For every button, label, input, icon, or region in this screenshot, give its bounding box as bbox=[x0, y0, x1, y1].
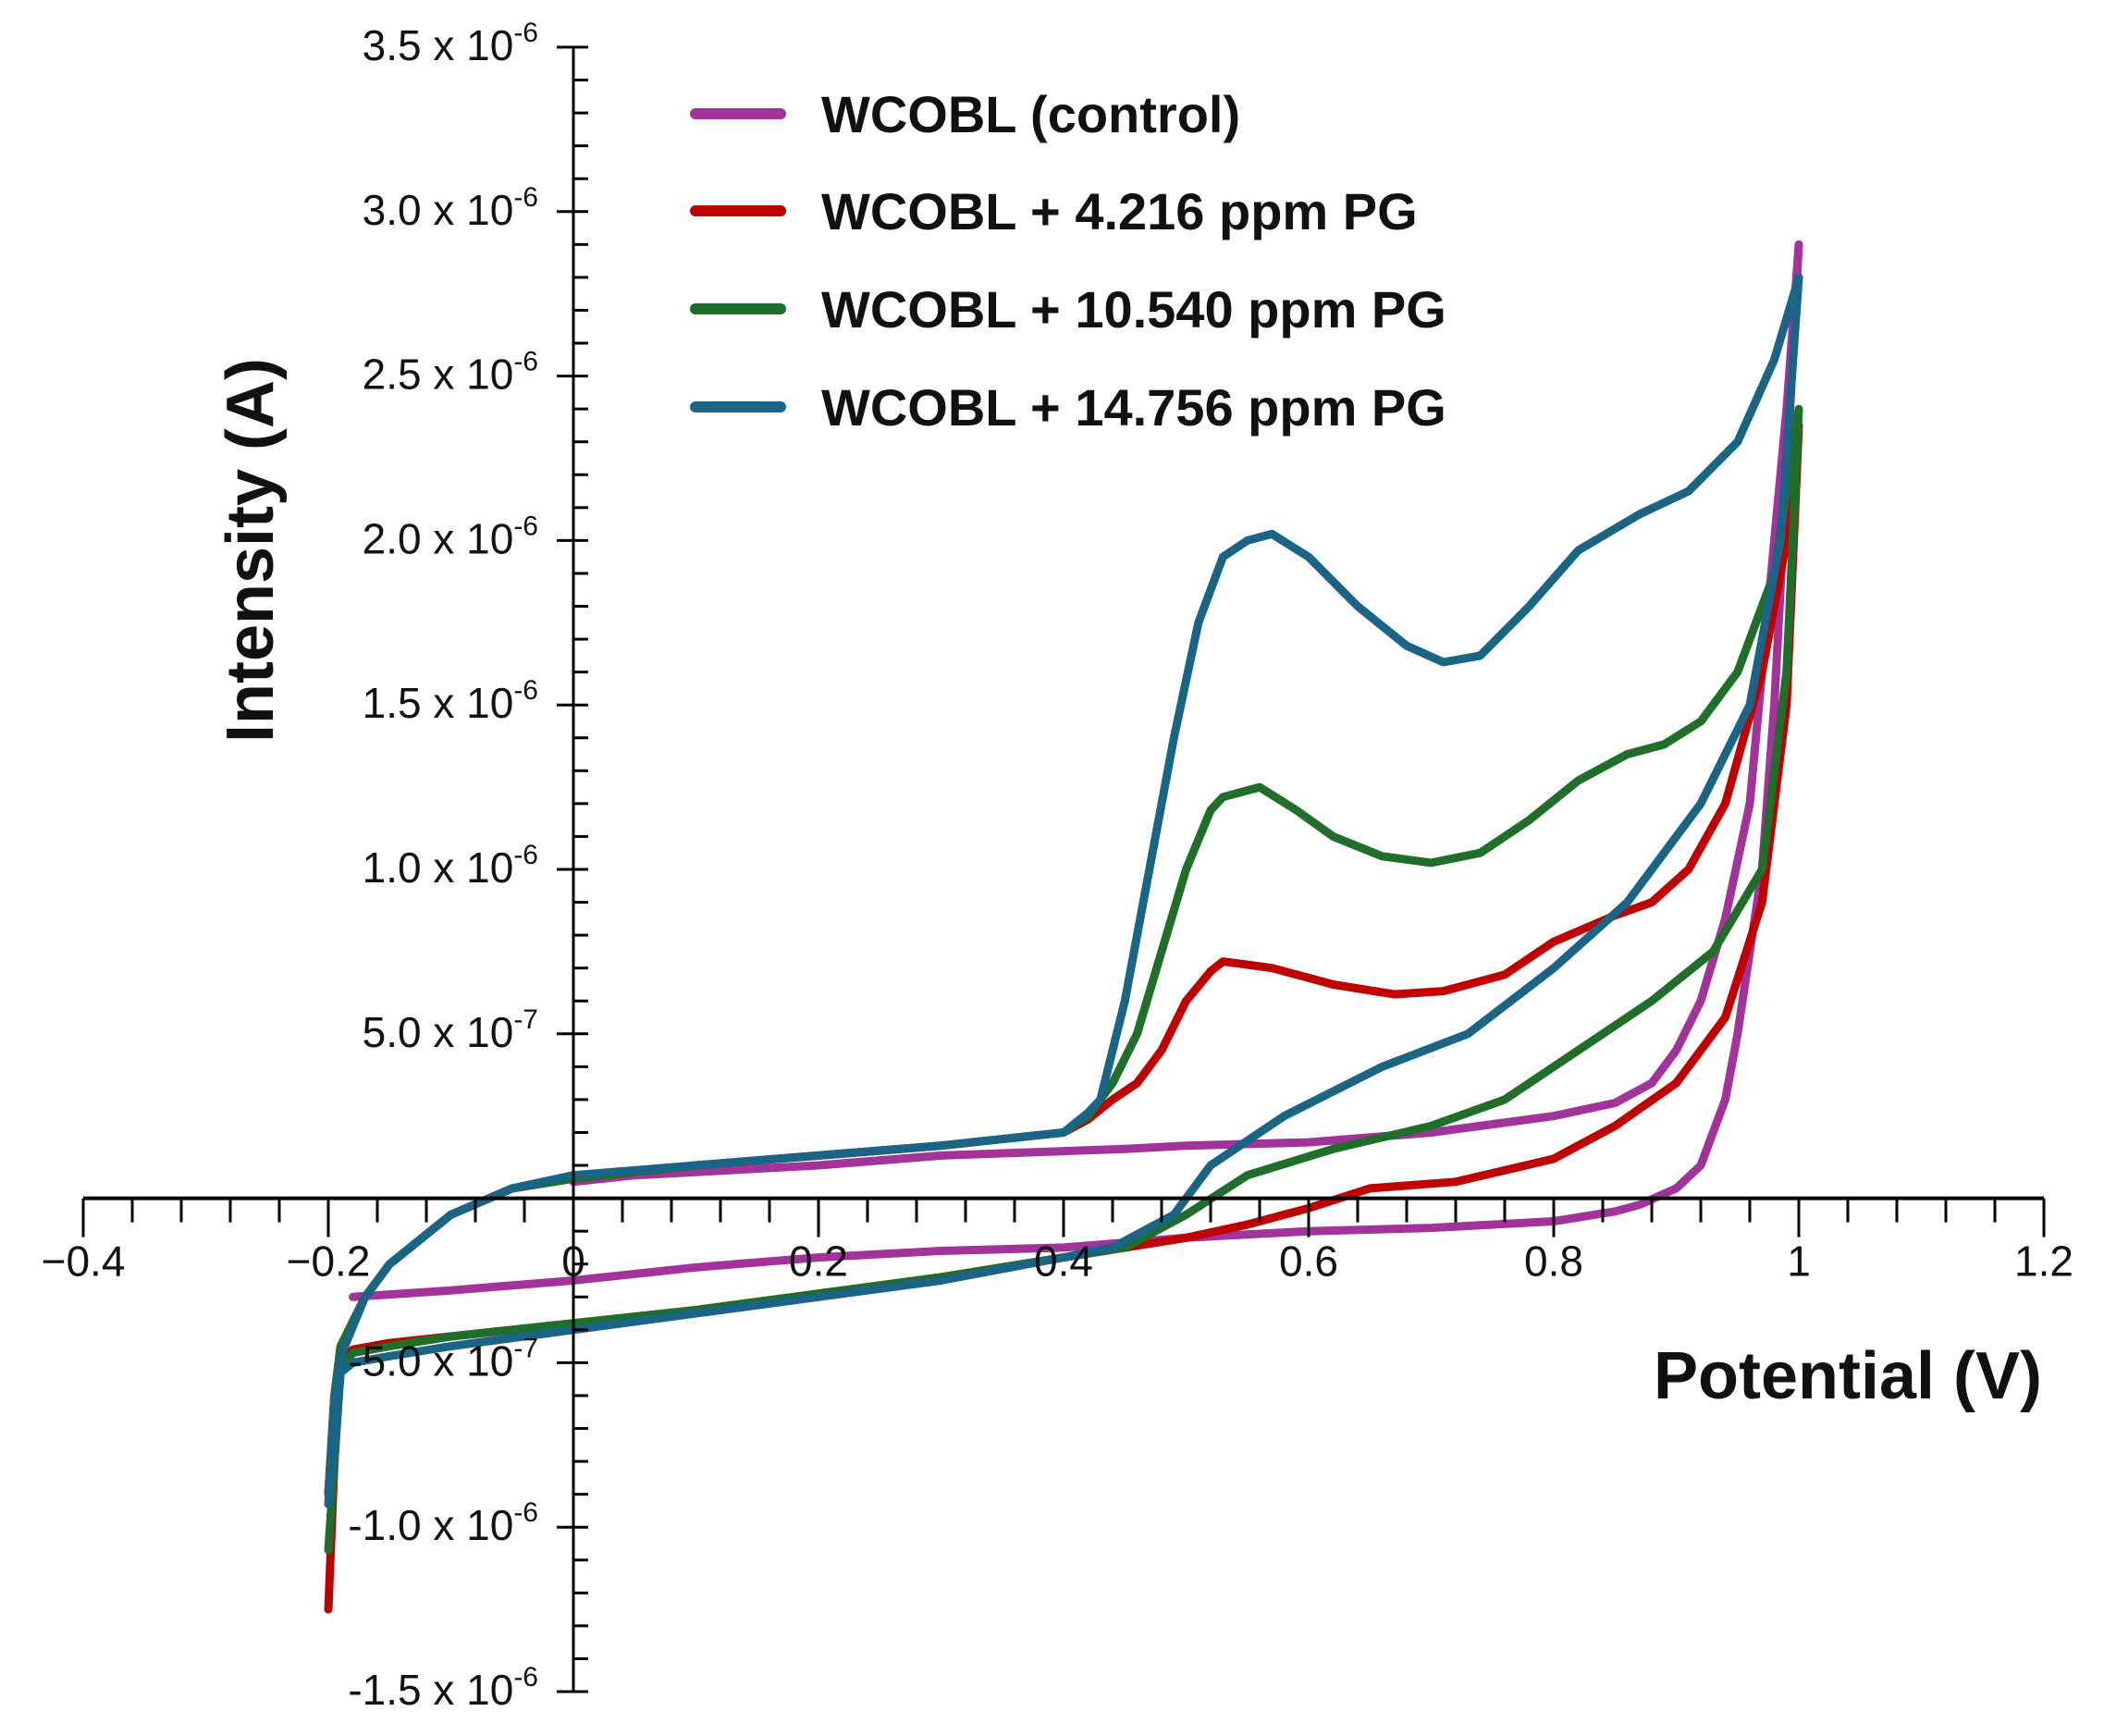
legend-label-0: WCOBL (control) bbox=[821, 85, 1240, 143]
y-tick-label: 3.5 x 10-6 bbox=[363, 18, 538, 69]
series-line-1 bbox=[324, 421, 1803, 1614]
y-tick-label: 2.5 x 10-6 bbox=[363, 347, 538, 399]
y-tick-exponent: -6 bbox=[513, 182, 538, 213]
y-tick-mantissa: -1.0 x 10 bbox=[348, 1501, 513, 1549]
x-tick-label: 0 bbox=[561, 1237, 585, 1286]
legend: WCOBL (control) WCOBL + 4.216 ppm PG WCOBL… bbox=[690, 85, 1446, 437]
y-tick-exponent: -6 bbox=[513, 347, 538, 377]
y-tick-mantissa: -5.0 x 10 bbox=[348, 1336, 513, 1385]
x-tick-label: 0.2 bbox=[789, 1237, 848, 1286]
y-tick-mantissa: 2.0 x 10 bbox=[363, 514, 514, 562]
y-tick-exponent: -6 bbox=[513, 675, 538, 706]
y-tick-mantissa: 1.0 x 10 bbox=[363, 843, 514, 892]
x-tick-label: −0.4 bbox=[42, 1237, 126, 1286]
y-axis-title: Intensity (A) bbox=[214, 358, 288, 743]
y-tick-label: 3.0 x 10-6 bbox=[363, 182, 538, 234]
x-axis-title: Potential (V) bbox=[1654, 1339, 2042, 1413]
y-tick-label: 2.0 x 10-6 bbox=[363, 511, 538, 562]
y-tick-mantissa: 1.5 x 10 bbox=[363, 679, 514, 727]
y-tick-mantissa: -1.5 x 10 bbox=[348, 1666, 513, 1714]
y-tick-exponent: -6 bbox=[513, 840, 538, 870]
y-tick-exponent: -6 bbox=[513, 1497, 538, 1528]
y-tick-label: 5.0 x 10-7 bbox=[363, 1004, 538, 1056]
x-tick-label: 0.4 bbox=[1034, 1237, 1093, 1286]
y-tick-label: -1.5 x 10-6 bbox=[348, 1662, 538, 1714]
y-tick-exponent: -7 bbox=[513, 1333, 538, 1363]
legend-label-1: WCOBL + 4.216 ppm PG bbox=[821, 182, 1418, 240]
y-tick-label: -1.0 x 10-6 bbox=[348, 1497, 538, 1549]
series-line-2 bbox=[324, 404, 1803, 1555]
y-tick-mantissa: 3.5 x 10 bbox=[363, 21, 514, 69]
series-layer bbox=[324, 240, 1803, 1614]
x-tick-label: 0.6 bbox=[1279, 1237, 1338, 1286]
x-tick-label: −0.2 bbox=[287, 1237, 371, 1286]
axes: −0.4 −0.2 0 0.2 0.4 0.6 0.8 1 1.23.5 x 10-63.0 x… bbox=[42, 18, 2073, 1714]
y-tick-exponent: -7 bbox=[513, 1004, 538, 1035]
y-tick-mantissa: 2.5 x 10 bbox=[363, 351, 514, 399]
y-tick-mantissa: 3.0 x 10 bbox=[363, 186, 514, 234]
legend-label-3: WCOBL + 14.756 ppm PG bbox=[821, 378, 1446, 437]
series-line-3 bbox=[324, 273, 1803, 1508]
y-tick-label: -5.0 x 10-7 bbox=[348, 1333, 538, 1385]
y-tick-exponent: -6 bbox=[513, 511, 538, 541]
y-tick-mantissa: 5.0 x 10 bbox=[363, 1008, 514, 1056]
y-tick-exponent: -6 bbox=[513, 18, 538, 48]
legend-label-2: WCOBL + 10.540 ppm PG bbox=[821, 280, 1446, 339]
x-tick-label: 1 bbox=[1787, 1237, 1811, 1286]
y-tick-label: 1.0 x 10-6 bbox=[363, 840, 538, 892]
x-tick-label: 1.2 bbox=[2014, 1237, 2073, 1286]
y-tick-label: 1.5 x 10-6 bbox=[363, 675, 538, 727]
y-tick-exponent: -6 bbox=[513, 1662, 538, 1693]
x-tick-label: 0.8 bbox=[1524, 1237, 1583, 1286]
